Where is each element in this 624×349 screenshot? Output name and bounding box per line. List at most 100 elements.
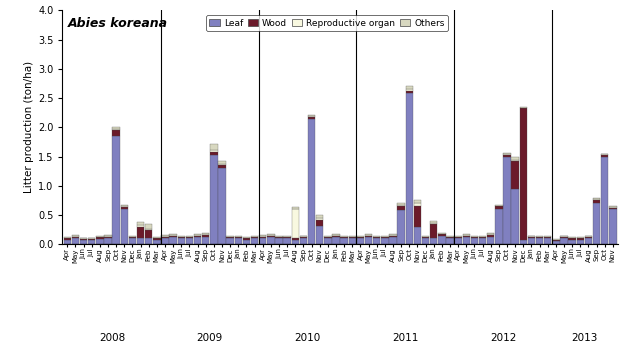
Bar	[235, 238, 242, 244]
Bar	[560, 237, 568, 238]
Bar	[137, 225, 144, 227]
Bar	[349, 236, 356, 237]
Bar	[243, 237, 250, 238]
Bar	[227, 237, 234, 238]
Bar	[438, 234, 446, 235]
Bar	[341, 236, 348, 237]
Bar	[470, 236, 478, 237]
Bar	[373, 237, 381, 238]
Bar	[324, 238, 331, 244]
Bar	[316, 218, 323, 220]
Bar	[218, 164, 226, 165]
Bar	[283, 238, 291, 244]
Bar	[495, 205, 502, 206]
Bar	[178, 237, 185, 238]
Bar	[96, 239, 104, 244]
Bar	[129, 236, 136, 237]
Bar	[389, 237, 397, 244]
Bar	[267, 235, 275, 236]
Bar	[316, 220, 323, 225]
Bar	[577, 237, 584, 238]
Bar	[227, 238, 234, 244]
Bar	[593, 199, 600, 200]
Bar	[365, 234, 373, 235]
Bar	[585, 238, 592, 244]
Bar	[479, 237, 486, 238]
Bar	[291, 238, 299, 240]
Bar	[153, 238, 160, 240]
Bar	[267, 237, 275, 244]
Bar	[544, 238, 552, 244]
Bar	[544, 237, 552, 238]
Bar	[178, 238, 185, 244]
Bar	[145, 238, 152, 244]
Bar	[308, 119, 315, 244]
Bar	[72, 236, 79, 237]
Bar	[283, 237, 291, 238]
Bar	[504, 153, 511, 154]
Bar	[202, 237, 210, 244]
Bar	[479, 238, 486, 244]
Bar	[349, 237, 356, 238]
Bar	[227, 236, 234, 237]
Bar	[609, 207, 617, 208]
Bar	[259, 236, 266, 237]
Bar	[120, 205, 128, 206]
Bar	[291, 209, 299, 238]
Bar	[300, 238, 307, 244]
Bar	[593, 198, 600, 199]
Bar	[194, 235, 202, 236]
Text: Abies koreana: Abies koreana	[68, 17, 168, 30]
Bar	[324, 236, 331, 237]
Bar	[495, 209, 502, 244]
Bar	[129, 237, 136, 238]
Bar	[406, 94, 413, 244]
Bar	[560, 236, 568, 237]
Bar	[568, 237, 576, 238]
Bar	[585, 236, 592, 237]
Bar	[137, 222, 144, 225]
Bar	[259, 235, 266, 236]
Text: 2009: 2009	[197, 333, 223, 343]
Bar	[504, 155, 511, 157]
Bar	[577, 240, 584, 244]
Bar	[324, 237, 331, 238]
Bar	[186, 236, 193, 237]
Bar	[430, 238, 437, 244]
Bar	[593, 203, 600, 244]
Bar	[186, 237, 193, 238]
Bar	[520, 107, 527, 108]
Bar	[120, 209, 128, 244]
Bar	[536, 238, 544, 244]
Bar	[373, 238, 381, 244]
Bar	[275, 238, 283, 244]
Bar	[601, 157, 608, 244]
Bar	[528, 238, 535, 244]
Bar	[406, 89, 413, 90]
Bar	[218, 165, 226, 168]
Bar	[145, 230, 152, 238]
Text: 2011: 2011	[392, 333, 419, 343]
Bar	[169, 234, 177, 235]
Bar	[422, 238, 429, 244]
Bar	[283, 236, 291, 237]
Bar	[291, 207, 299, 209]
Bar	[512, 159, 519, 161]
Bar	[512, 189, 519, 244]
Bar	[161, 236, 168, 237]
Bar	[80, 240, 87, 244]
Bar	[72, 238, 79, 244]
Bar	[495, 206, 502, 209]
Bar	[406, 87, 413, 89]
Bar	[487, 235, 494, 237]
Bar	[104, 236, 112, 237]
Bar	[438, 236, 446, 244]
Bar	[365, 237, 373, 244]
Bar	[422, 237, 429, 238]
Bar	[357, 236, 364, 237]
Bar	[414, 200, 421, 203]
Bar	[112, 129, 120, 130]
Bar	[373, 236, 381, 237]
Bar	[259, 238, 266, 244]
Bar	[446, 237, 454, 238]
